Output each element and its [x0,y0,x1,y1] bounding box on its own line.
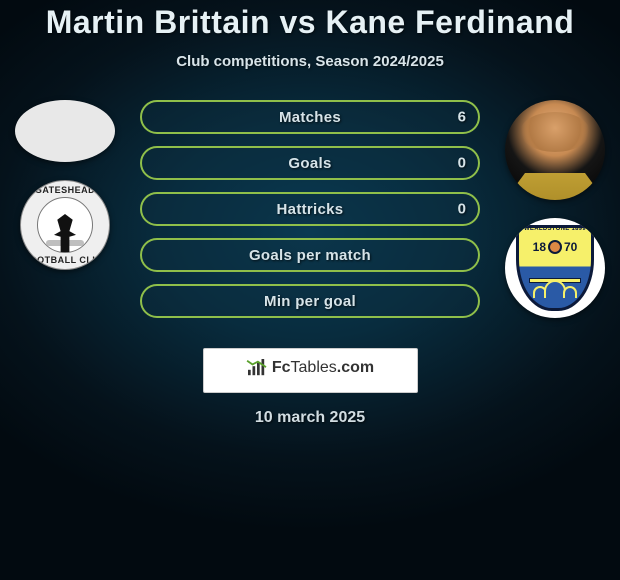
date-text: 10 march 2025 [0,409,620,427]
right-column: WEALDSTONE 1899 18 70 [490,100,620,318]
title-vs: vs [279,4,316,40]
player2-club-badge: WEALDSTONE 1899 18 70 [505,218,605,318]
club1-name-bottom: FOOTBALL CLUB [21,255,109,265]
stat-row-goals-per-match: Goals per match [140,238,480,272]
logo-fc: Fc [272,359,291,376]
ball-icon [548,240,562,254]
stat-right: 6 [458,109,466,126]
stat-label: Goals per match [249,247,371,264]
stats-area: GATESHEAD FOOTBALL CLUB Matches 6 Goals … [0,100,620,340]
club2-year-right: 70 [564,240,577,254]
stat-row-min-per-goal: Min per goal [140,284,480,318]
logo-tables: Tables [291,359,337,376]
stat-label: Hattricks [277,201,344,218]
stat-right: 0 [458,201,466,218]
stat-row-hattricks: Hattricks 0 [140,192,480,226]
stat-right: 0 [458,155,466,172]
stat-row-matches: Matches 6 [140,100,480,134]
subtitle: Club competitions, Season 2024/2025 [0,53,620,70]
stat-label: Min per goal [264,293,356,310]
player1-photo [15,100,115,162]
stat-label: Matches [279,109,341,126]
angel-icon [54,214,76,252]
bar-chart-icon [246,359,268,377]
title-player2: Kane Ferdinand [325,4,574,40]
player2-photo [505,100,605,200]
logo-dotcom: .com [337,359,374,376]
club1-name-top: GATESHEAD [21,185,109,195]
club2-year-left: 18 [533,240,546,254]
stat-rows: Matches 6 Goals 0 Hattricks 0 Goals per … [140,100,480,330]
page-title: Martin Brittain vs Kane Ferdinand [0,4,620,41]
player1-club-badge: GATESHEAD FOOTBALL CLUB [20,180,110,270]
club2-arch-text: WEALDSTONE 1899 [519,226,591,232]
comparison-card: Martin Brittain vs Kane Ferdinand Club c… [0,0,620,580]
fctables-logo-box: FcTables.com [203,348,418,393]
stat-row-goals: Goals 0 [140,146,480,180]
title-player1: Martin Brittain [46,4,270,40]
bridge-icon [529,272,581,298]
stat-label: Goals [288,155,331,172]
left-column: GATESHEAD FOOTBALL CLUB [0,100,130,270]
